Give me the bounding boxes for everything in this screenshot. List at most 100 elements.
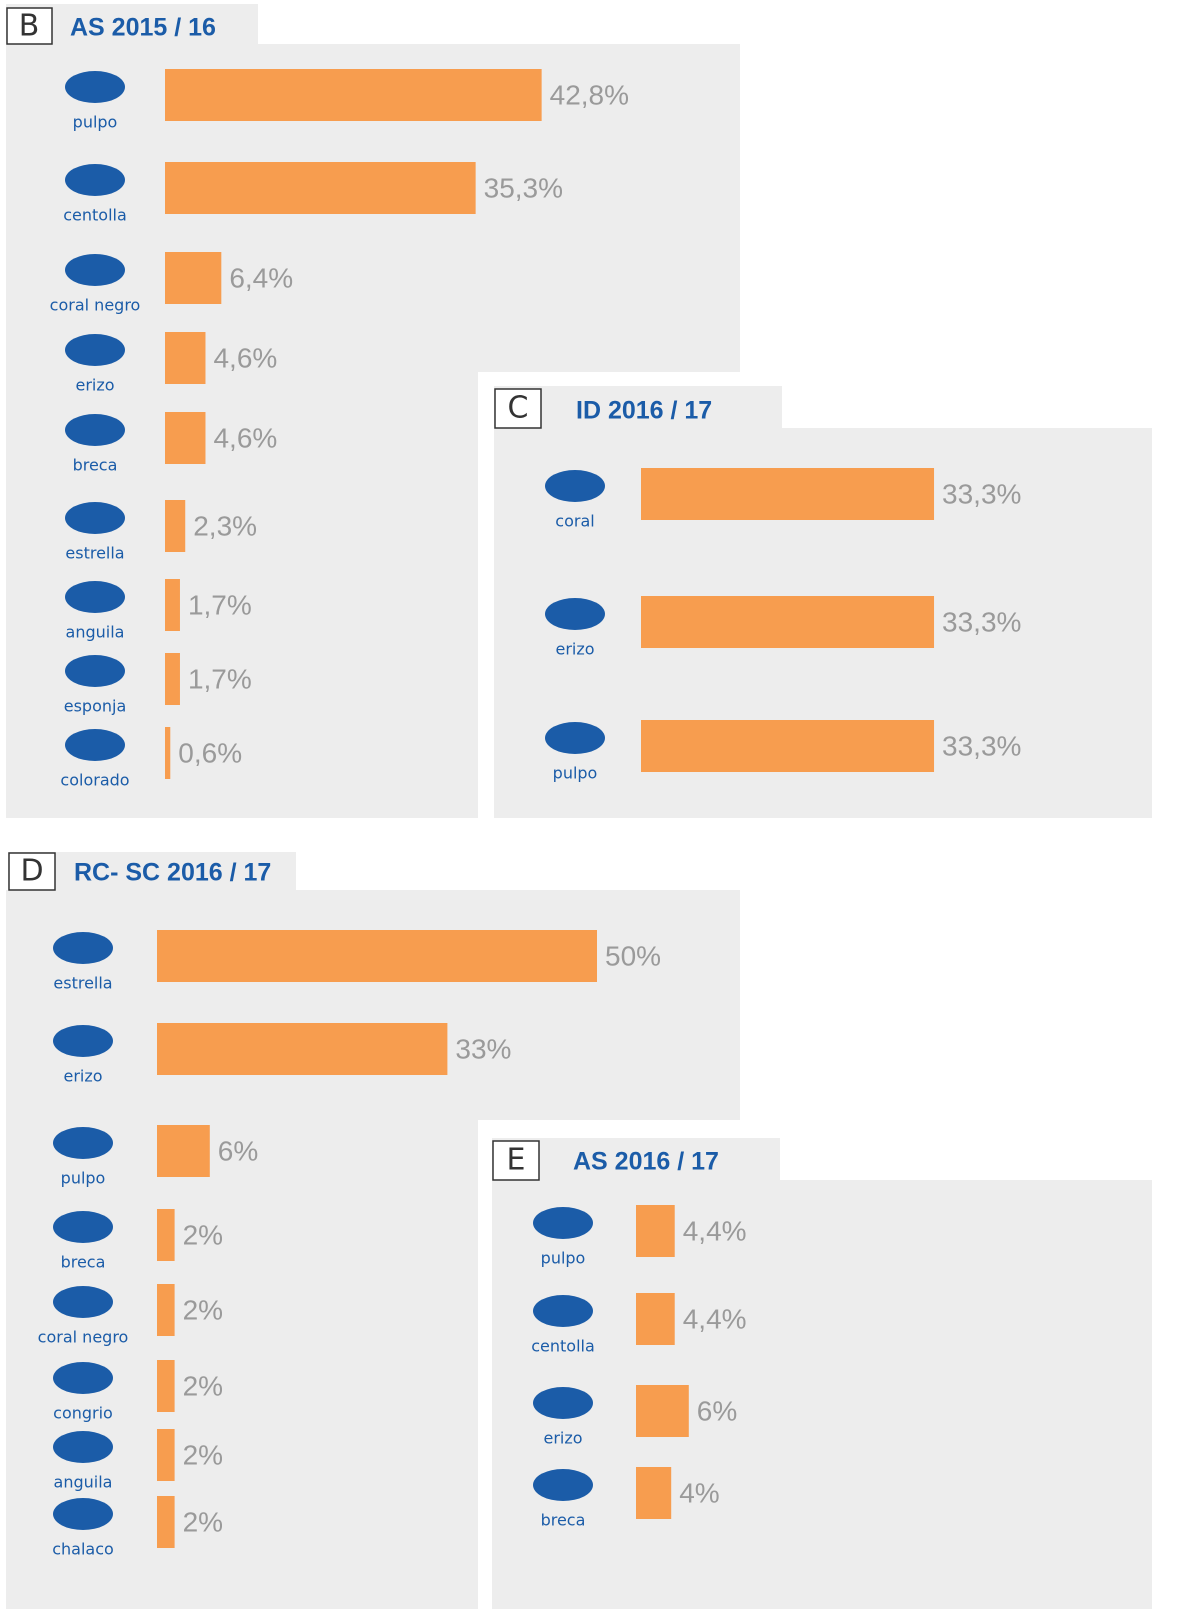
chart-title: RC- SC 2016 / 17 <box>74 859 271 887</box>
bar <box>157 1284 175 1336</box>
panel-letter: C <box>508 391 529 426</box>
bar <box>165 500 186 552</box>
panel-letter: E <box>507 1143 526 1178</box>
bar <box>636 1293 675 1345</box>
panel-letter-box <box>8 852 56 891</box>
bar <box>165 412 206 464</box>
bar <box>641 468 935 520</box>
value-label: 4,4% <box>683 1303 747 1334</box>
bar <box>641 720 935 772</box>
category-label: esponja <box>64 697 127 716</box>
species-icon <box>65 729 125 761</box>
species-icon <box>53 1286 113 1318</box>
species-icon <box>65 334 125 366</box>
bar <box>157 1209 175 1261</box>
panel-tab <box>492 1138 780 1180</box>
category-label: pulpo <box>541 1249 586 1268</box>
species-icon <box>533 1469 593 1501</box>
panel-letter: D <box>20 854 43 889</box>
category-label: centolla <box>63 206 127 225</box>
bar <box>165 162 476 214</box>
species-icon <box>65 164 125 196</box>
chart-title: ID 2016 / 17 <box>576 397 712 425</box>
value-label: 6,4% <box>229 262 293 293</box>
value-label: 6% <box>697 1395 737 1426</box>
species-icon <box>533 1387 593 1419</box>
category-label: coral negro <box>50 296 141 315</box>
category-label: breca <box>541 1511 586 1530</box>
category-label: pulpo <box>73 113 118 132</box>
species-icon <box>53 1362 113 1394</box>
category-label: erizo <box>555 640 594 659</box>
species-icon <box>533 1295 593 1327</box>
bar <box>636 1205 675 1257</box>
panel-background <box>492 1180 1152 1609</box>
panel-background <box>6 44 740 818</box>
chart-title: AS 2015 / 16 <box>70 14 216 42</box>
value-label: 4,6% <box>213 422 277 453</box>
value-label: 4,4% <box>683 1215 747 1246</box>
category-label: chalaco <box>52 1540 114 1559</box>
category-label: coral <box>555 512 594 531</box>
category-label: estrella <box>53 974 112 993</box>
species-icon <box>65 414 125 446</box>
species-icon <box>53 1025 113 1057</box>
value-label: 2% <box>183 1439 223 1470</box>
bar <box>165 579 180 631</box>
value-label: 42,8% <box>550 79 629 110</box>
value-label: 4% <box>679 1477 719 1508</box>
species-icon <box>533 1207 593 1239</box>
bar <box>157 1496 175 1548</box>
value-label: 2% <box>183 1294 223 1325</box>
category-label: estrella <box>65 544 124 563</box>
category-label: breca <box>61 1253 106 1272</box>
species-icon <box>53 1127 113 1159</box>
category-label: erizo <box>75 376 114 395</box>
species-icon <box>65 254 125 286</box>
species-icon <box>545 470 605 502</box>
species-icon <box>65 655 125 687</box>
category-label: colorado <box>60 771 129 790</box>
bar <box>157 1023 448 1075</box>
panel-letter: B <box>19 9 40 44</box>
panel-tab <box>494 386 782 428</box>
bar <box>157 1360 175 1412</box>
category-label: pulpo <box>553 764 598 783</box>
category-label: erizo <box>63 1067 102 1086</box>
value-label: 1,7% <box>188 663 252 694</box>
value-label: 4,6% <box>213 342 277 373</box>
value-label: 2,3% <box>193 510 257 541</box>
value-label: 33,3% <box>942 606 1021 637</box>
species-icon <box>545 722 605 754</box>
bar <box>636 1467 672 1519</box>
panel-tab <box>8 852 296 890</box>
bar <box>165 252 222 304</box>
bar <box>636 1385 689 1437</box>
value-label: 35,3% <box>484 172 563 203</box>
category-label: congrio <box>53 1404 113 1423</box>
chart-title: AS 2016 / 17 <box>573 1148 719 1176</box>
species-icon <box>53 1498 113 1530</box>
category-label: erizo <box>543 1429 582 1448</box>
value-label: 33% <box>455 1033 511 1064</box>
panel-letter-box <box>494 388 542 429</box>
bar <box>165 69 542 121</box>
value-label: 2% <box>183 1370 223 1401</box>
bar <box>165 727 171 779</box>
bar <box>157 1125 210 1177</box>
value-label: 0,6% <box>178 737 242 768</box>
value-label: 33,3% <box>942 730 1021 761</box>
species-icon <box>53 1431 113 1463</box>
value-label: 2% <box>183 1506 223 1537</box>
species-icon <box>545 598 605 630</box>
species-icon <box>65 71 125 103</box>
category-label: breca <box>73 456 118 475</box>
value-label: 1,7% <box>188 589 252 620</box>
bar <box>165 653 180 705</box>
panel-letter-box <box>6 7 53 45</box>
category-label: pulpo <box>61 1169 106 1188</box>
value-label: 6% <box>218 1135 258 1166</box>
bar <box>157 930 597 982</box>
value-label: 2% <box>183 1219 223 1250</box>
